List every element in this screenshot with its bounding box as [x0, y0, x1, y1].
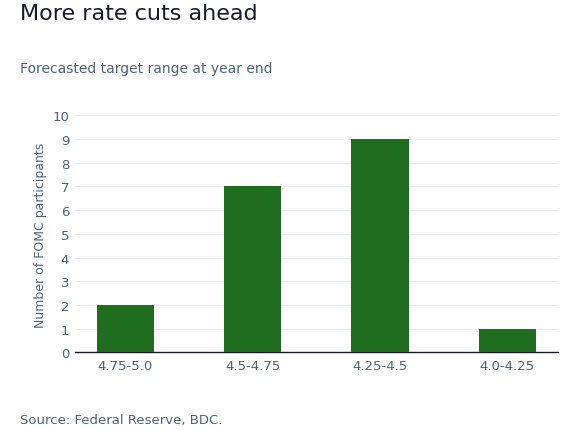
Text: Forecasted target range at year end: Forecasted target range at year end	[20, 62, 273, 76]
Text: Source: Federal Reserve, BDC.: Source: Federal Reserve, BDC.	[20, 413, 223, 426]
Bar	[351, 140, 408, 353]
Bar	[478, 329, 536, 353]
Bar	[224, 187, 281, 353]
Text: More rate cuts ahead: More rate cuts ahead	[20, 4, 258, 24]
Y-axis label: Number of FOMC participants: Number of FOMC participants	[34, 142, 47, 327]
Bar	[97, 305, 154, 353]
